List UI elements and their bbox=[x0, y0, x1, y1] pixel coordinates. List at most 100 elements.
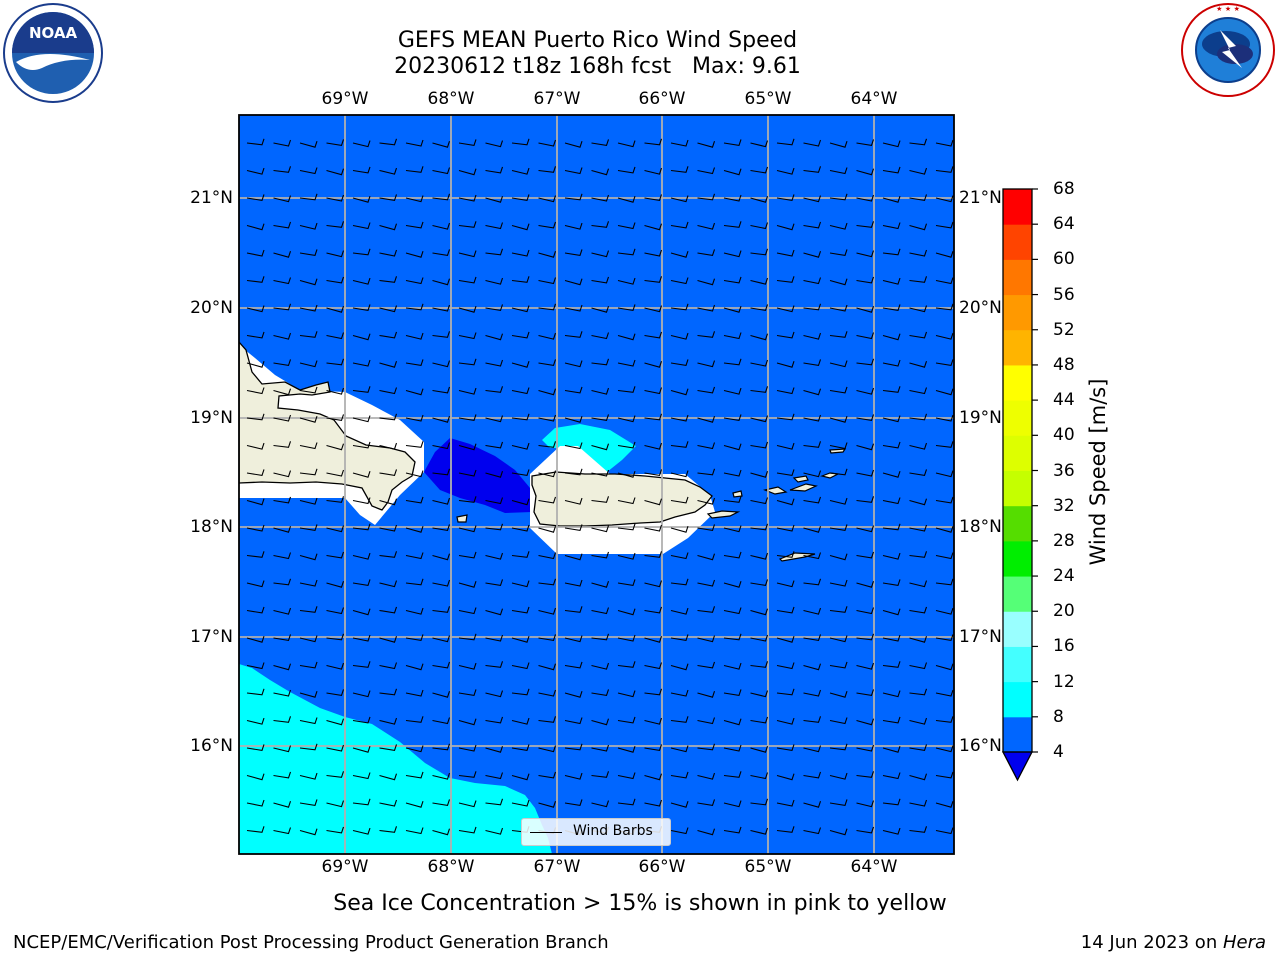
wind-barb bbox=[617, 690, 636, 698]
lat-label-left: 18°N bbox=[190, 517, 233, 537]
wind-barb bbox=[432, 717, 451, 725]
wind-barb bbox=[485, 634, 504, 642]
wind-barb bbox=[617, 304, 636, 312]
wind-barb bbox=[670, 359, 689, 367]
wind-barb bbox=[829, 468, 848, 476]
wind-barb bbox=[617, 608, 636, 616]
wind-barb bbox=[829, 278, 848, 286]
wind-barb bbox=[803, 771, 822, 779]
wind-barb bbox=[273, 827, 292, 835]
wind-barb bbox=[564, 141, 583, 148]
lat-label-left: 16°N bbox=[190, 736, 233, 756]
wind-barb bbox=[803, 745, 822, 753]
wind-barb bbox=[273, 771, 292, 779]
wind-barb bbox=[935, 526, 954, 533]
wind-barb bbox=[511, 717, 530, 725]
wind-barb bbox=[458, 250, 477, 258]
colorbar-tick-label: 56 bbox=[1053, 284, 1075, 305]
wind-barb bbox=[670, 634, 689, 642]
wind-barb bbox=[538, 166, 557, 173]
wind-barb bbox=[909, 442, 928, 450]
wind-barb bbox=[246, 773, 265, 781]
wind-barb bbox=[458, 168, 477, 176]
lon-label-top: 69°W bbox=[321, 89, 369, 109]
wind-barb bbox=[432, 442, 451, 450]
wind-barb bbox=[670, 771, 689, 779]
wind-barb bbox=[352, 661, 371, 668]
wind-barb bbox=[856, 607, 875, 615]
wind-barb bbox=[326, 689, 345, 697]
wind-barb bbox=[485, 441, 504, 449]
wind-barb bbox=[246, 331, 265, 339]
lightning-icon bbox=[1220, 30, 1242, 68]
wind-barb bbox=[829, 442, 848, 450]
wind-barb bbox=[326, 276, 345, 284]
wind-barb bbox=[617, 333, 636, 341]
wind-barb bbox=[803, 526, 822, 533]
wind-barb bbox=[750, 386, 769, 393]
wind-barb bbox=[326, 443, 345, 451]
wind-barb bbox=[670, 827, 689, 835]
wind-barb bbox=[591, 525, 610, 533]
wind-barb bbox=[432, 635, 451, 643]
wind-barb bbox=[458, 496, 477, 503]
wind-barb bbox=[935, 414, 954, 422]
wind-barb bbox=[299, 416, 318, 423]
wind-barb bbox=[273, 441, 292, 448]
wind-barb bbox=[405, 332, 424, 340]
wind-barb bbox=[485, 471, 504, 478]
wind-barb bbox=[511, 387, 530, 395]
wind-barb bbox=[564, 497, 583, 505]
wind-barb bbox=[909, 744, 928, 752]
wind-barb bbox=[352, 772, 371, 780]
wind-barb bbox=[432, 606, 451, 613]
wind-barb bbox=[697, 386, 716, 394]
wind-barb bbox=[697, 167, 716, 175]
wind-barb bbox=[697, 304, 716, 312]
wind-barb bbox=[591, 358, 610, 366]
st-thomas-island bbox=[762, 486, 788, 495]
colorbar-tick-label: 40 bbox=[1053, 425, 1075, 446]
wind-barb bbox=[909, 223, 928, 231]
wind-barb bbox=[723, 744, 742, 752]
wind-barb bbox=[776, 636, 795, 643]
wind-barb bbox=[511, 413, 530, 421]
wind-barb bbox=[432, 691, 451, 698]
wind-barb bbox=[723, 221, 742, 228]
wind-barb bbox=[432, 468, 451, 476]
wind-barb bbox=[856, 306, 875, 313]
wind-barb bbox=[246, 688, 265, 696]
wind-barb bbox=[697, 799, 716, 807]
wind-barb bbox=[273, 663, 292, 671]
wind-barb bbox=[246, 361, 265, 368]
wind-barb bbox=[273, 745, 292, 753]
wind-barb bbox=[776, 469, 795, 477]
wind-barb bbox=[935, 745, 954, 753]
wind-barb bbox=[856, 194, 875, 202]
wind-barb bbox=[670, 801, 689, 808]
wind-barb bbox=[697, 828, 716, 836]
colorbar-tick-label: 68 bbox=[1053, 179, 1075, 199]
wind-barb bbox=[803, 251, 822, 258]
wind-barb bbox=[750, 471, 769, 478]
wind-barb bbox=[617, 523, 636, 531]
wind-barb bbox=[882, 471, 901, 478]
wind-barb bbox=[538, 663, 557, 671]
wind-barb bbox=[723, 718, 742, 726]
colorbar-tick-label: 52 bbox=[1053, 319, 1075, 340]
wind-barb bbox=[697, 416, 716, 423]
wind-barb bbox=[644, 361, 663, 368]
lon-label-bottom: 67°W bbox=[533, 857, 581, 877]
wind-barb bbox=[538, 607, 557, 615]
wind-barb bbox=[458, 771, 477, 778]
wind-barb bbox=[273, 359, 292, 367]
wind-barb bbox=[352, 333, 371, 341]
wind-barb bbox=[935, 663, 954, 671]
wind-barb bbox=[591, 607, 610, 615]
wind-barb bbox=[882, 716, 901, 724]
wind-barb bbox=[750, 608, 769, 616]
wind-barb bbox=[750, 716, 769, 724]
wind-barb bbox=[379, 717, 398, 725]
wind-barb bbox=[299, 606, 318, 613]
wind-barb bbox=[299, 743, 318, 751]
